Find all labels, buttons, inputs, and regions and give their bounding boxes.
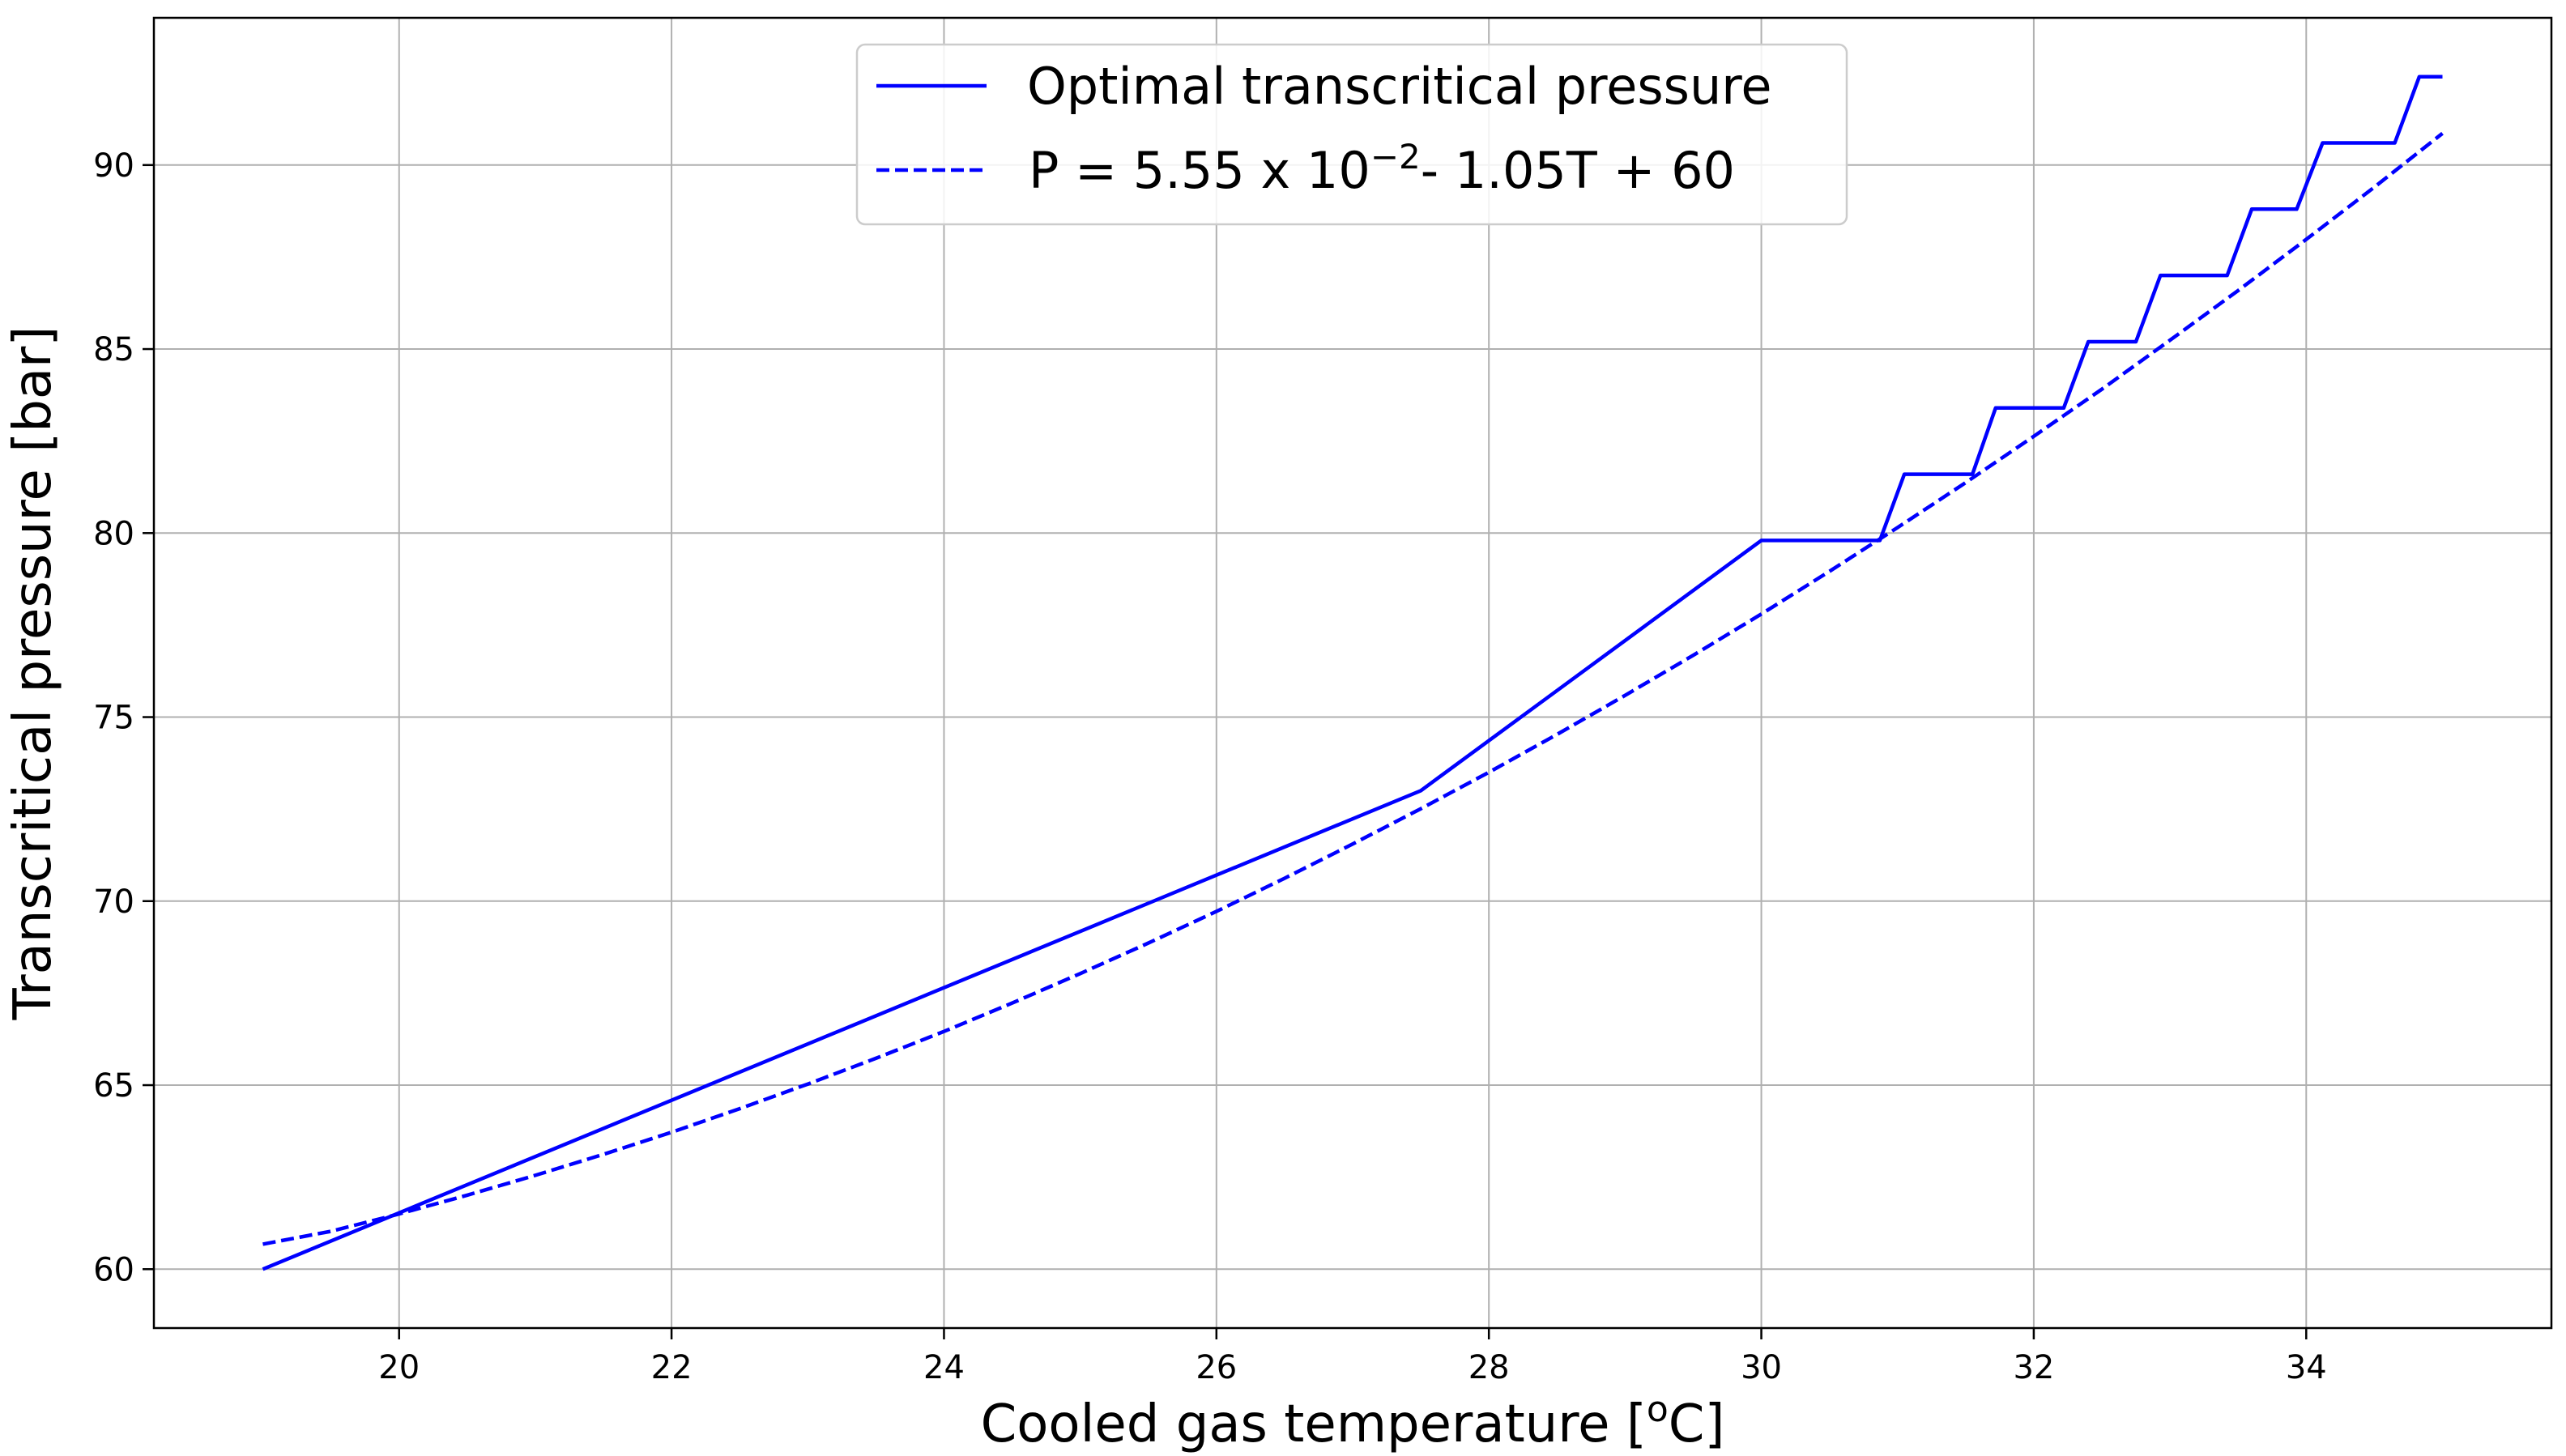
x-axis-label-end: C] — [1669, 1394, 1725, 1454]
legend-fit-superscript: −2 — [1370, 137, 1421, 177]
x-tick-label: 24 — [923, 1349, 965, 1386]
x-tick-label: 26 — [1196, 1349, 1237, 1386]
y-tick-label: 60 — [93, 1251, 134, 1288]
x-axis-label: Cooled gas temperature [oC] — [981, 1389, 1725, 1455]
x-tick-label: 34 — [2286, 1349, 2327, 1386]
x-tick-label: 32 — [2013, 1349, 2054, 1386]
x-axis-label-superscript: o — [1647, 1389, 1669, 1430]
y-tick-label: 65 — [93, 1067, 134, 1105]
legend: Optimal transcritical pressure P = 5.55 … — [855, 43, 1848, 226]
y-tick-label: 75 — [93, 700, 134, 737]
x-tick-label: 30 — [1741, 1349, 1782, 1386]
x-axis-label-main: Cooled gas temperature [ — [981, 1394, 1647, 1454]
x-tick-label: 20 — [378, 1349, 420, 1386]
y-tick-label: 70 — [93, 883, 134, 921]
legend-label-fit: P = 5.55 x 10−2- 1.05T + 60 — [1029, 137, 1735, 201]
fit-line-dashed — [262, 131, 2444, 1246]
x-tick-label: 22 — [651, 1349, 693, 1386]
y-axis-label: Transcritical pressure [bar] — [3, 326, 63, 1021]
x-tick-label: 28 — [1468, 1349, 1510, 1386]
data-series — [262, 75, 2444, 1271]
axis-ticks: 20 22 24 26 28 30 32 34 60 65 70 75 80 85 90 — [93, 147, 2327, 1386]
y-tick-label: 85 — [93, 331, 134, 368]
plot-frame — [152, 16, 2553, 1330]
y-tick-label: 90 — [93, 147, 134, 185]
legend-box — [855, 43, 1848, 226]
optimal-pressure-line — [262, 75, 2443, 1271]
y-tick-label: 80 — [93, 515, 134, 552]
legend-label-optimal: Optimal transcritical pressure — [1027, 57, 1772, 116]
legend-fit-end: - 1.05T + 60 — [1421, 141, 1735, 200]
legend-fit-main: P = 5.55 x 10 — [1029, 141, 1370, 200]
